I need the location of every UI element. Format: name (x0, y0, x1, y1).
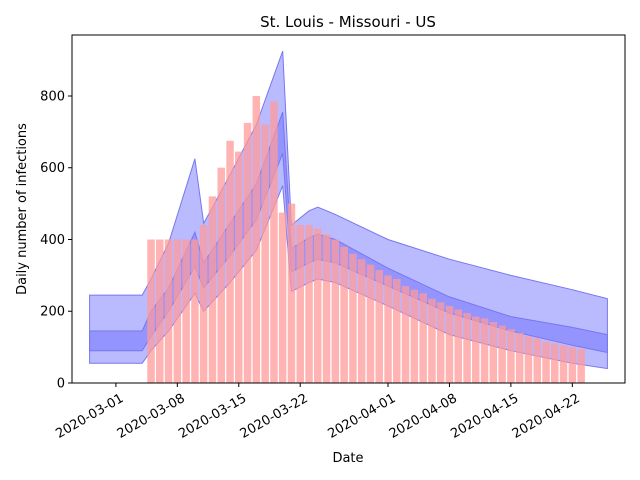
infection-bar (226, 140, 234, 383)
infection-bar (173, 239, 182, 383)
infection-bar (472, 316, 480, 383)
infection-bar (428, 298, 436, 383)
infection-bar (261, 124, 269, 383)
infection-bar (235, 151, 243, 383)
y-tick-label: 800 (40, 89, 65, 104)
y-axis-label: Daily number of infections (15, 123, 30, 295)
infection-bar (199, 225, 208, 383)
infection-bar (384, 275, 392, 383)
infection-bar (270, 101, 278, 384)
infection-bar (498, 325, 506, 383)
infection-bar (401, 286, 410, 383)
infection-bar (410, 289, 419, 383)
infection-bar (322, 234, 331, 383)
chart-title: St. Louis - Missouri - US (260, 13, 436, 31)
infection-bar (357, 259, 366, 383)
y-tick-label: 600 (40, 161, 65, 176)
infection-bar (542, 341, 550, 383)
x-tick-label: 2020-03-01 (53, 391, 126, 442)
infection-bar (182, 239, 190, 383)
axes-frame (71, 34, 626, 384)
x-tick-label: 2020-04-01 (325, 391, 398, 442)
infection-bar (366, 264, 375, 383)
infection-bar (340, 246, 348, 383)
y-tick-label: 400 (40, 233, 65, 248)
infection-bar (278, 212, 287, 383)
infection-bar (533, 338, 541, 383)
infection-bar (349, 253, 357, 383)
infection-bar (480, 318, 489, 383)
infection-bar (489, 322, 498, 383)
x-tick-label: 2020-04-15 (448, 391, 521, 442)
x-tick-label: 2020-03-15 (176, 391, 249, 442)
infection-bar (568, 347, 577, 383)
infection-bar (191, 239, 199, 383)
y-tick-label: 0 (57, 377, 65, 392)
x-tick-label: 2020-03-22 (238, 391, 311, 442)
infection-bar (419, 293, 427, 383)
y-tick-label: 200 (40, 305, 65, 320)
infection-bar (507, 329, 515, 383)
infection-bar (164, 239, 173, 383)
x-tick-label: 2020-04-22 (510, 391, 583, 442)
infection-bar (331, 239, 340, 383)
infection-bar (559, 345, 568, 383)
infection-bar (515, 332, 524, 383)
infection-bar (287, 203, 296, 383)
infection-bar (551, 343, 559, 383)
x-axis-label: Date (332, 451, 363, 466)
infection-bar (463, 313, 471, 383)
plot-border (71, 34, 626, 384)
infection-bar (156, 239, 164, 383)
infection-bar (314, 228, 322, 383)
infection-bar (208, 196, 217, 383)
x-tick-label: 2020-03-08 (115, 391, 188, 442)
infection-bar (296, 225, 304, 383)
infection-bar (436, 302, 445, 383)
infection-bar (305, 225, 313, 383)
infection-bar (217, 167, 225, 383)
infection-bar (577, 348, 585, 383)
infection-bar (147, 239, 155, 383)
infection-bar (243, 122, 252, 384)
daily-infection-bars (147, 96, 585, 384)
x-axis-ticks: 2020-03-012020-03-082020-03-152020-03-22… (53, 383, 583, 442)
x-tick-label: 2020-04-08 (387, 391, 460, 442)
infection-bar (454, 309, 462, 383)
infection-bar (445, 305, 454, 383)
infection-bar (375, 270, 383, 383)
infection-bar (524, 336, 533, 383)
infection-bar (393, 279, 401, 383)
infection-bar (252, 96, 261, 383)
y-axis-ticks: 0 200 400 600 800 (40, 89, 72, 392)
